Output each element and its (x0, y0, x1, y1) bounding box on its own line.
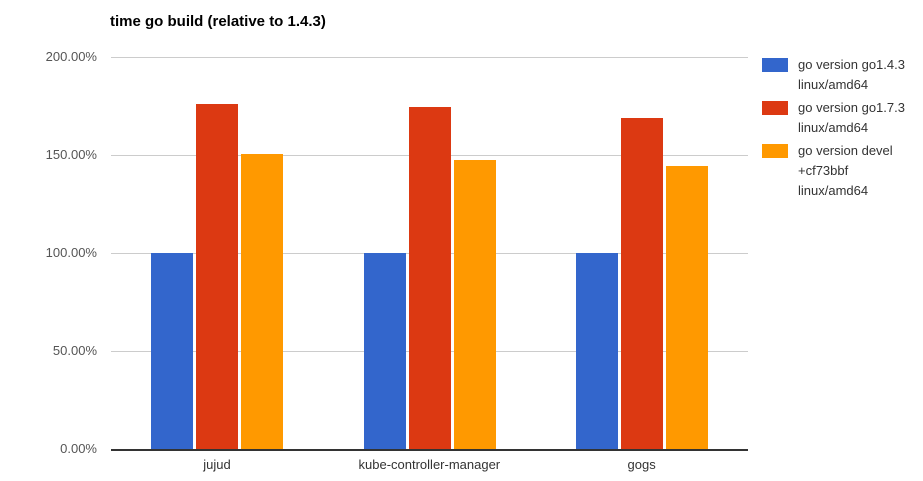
bar-jujud-series-0 (151, 253, 194, 449)
legend-swatch (762, 101, 788, 115)
bar-jujud-series-1 (196, 104, 239, 449)
gridline (111, 57, 748, 58)
legend-swatch (762, 144, 788, 158)
legend-label: go version go1.4.3 linux/amd64 (798, 57, 905, 92)
legend-item: go version devel +cf73bbf linux/amd64 (762, 141, 920, 201)
bar-kube-controller-manager-series-2 (453, 160, 496, 449)
y-axis-tick-label: 100.00% (45, 245, 97, 260)
legend-label: go version devel +cf73bbf linux/amd64 (798, 143, 893, 198)
legend-label: go version go1.7.3 linux/amd64 (798, 100, 905, 135)
legend-swatch (762, 58, 788, 72)
legend-item: go version go1.4.3 linux/amd64 (762, 55, 920, 95)
x-axis-category-label: jujud (203, 457, 231, 472)
y-axis-tick-label: 200.00% (45, 49, 97, 64)
legend: go version go1.4.3 linux/amd64 go version… (762, 55, 920, 204)
x-axis-line (111, 449, 748, 451)
y-axis-tick-label: 50.00% (52, 343, 97, 358)
y-axis-tick-label: 0.00% (60, 441, 97, 456)
bar-gogs-series-0 (575, 253, 618, 449)
y-axis-tick-label: 150.00% (45, 147, 97, 162)
bar-kube-controller-manager-series-0 (363, 253, 406, 449)
bar-gogs-series-1 (620, 117, 663, 449)
legend-item: go version go1.7.3 linux/amd64 (762, 98, 920, 138)
chart-title: time go build (relative to 1.4.3) (110, 13, 326, 30)
bar-gogs-series-2 (665, 166, 708, 449)
x-axis-category-label: gogs (627, 457, 656, 472)
bar-jujud-series-2 (241, 154, 284, 449)
x-axis-category-label: kube-controller-manager (358, 457, 501, 472)
bar-kube-controller-manager-series-1 (408, 106, 451, 449)
